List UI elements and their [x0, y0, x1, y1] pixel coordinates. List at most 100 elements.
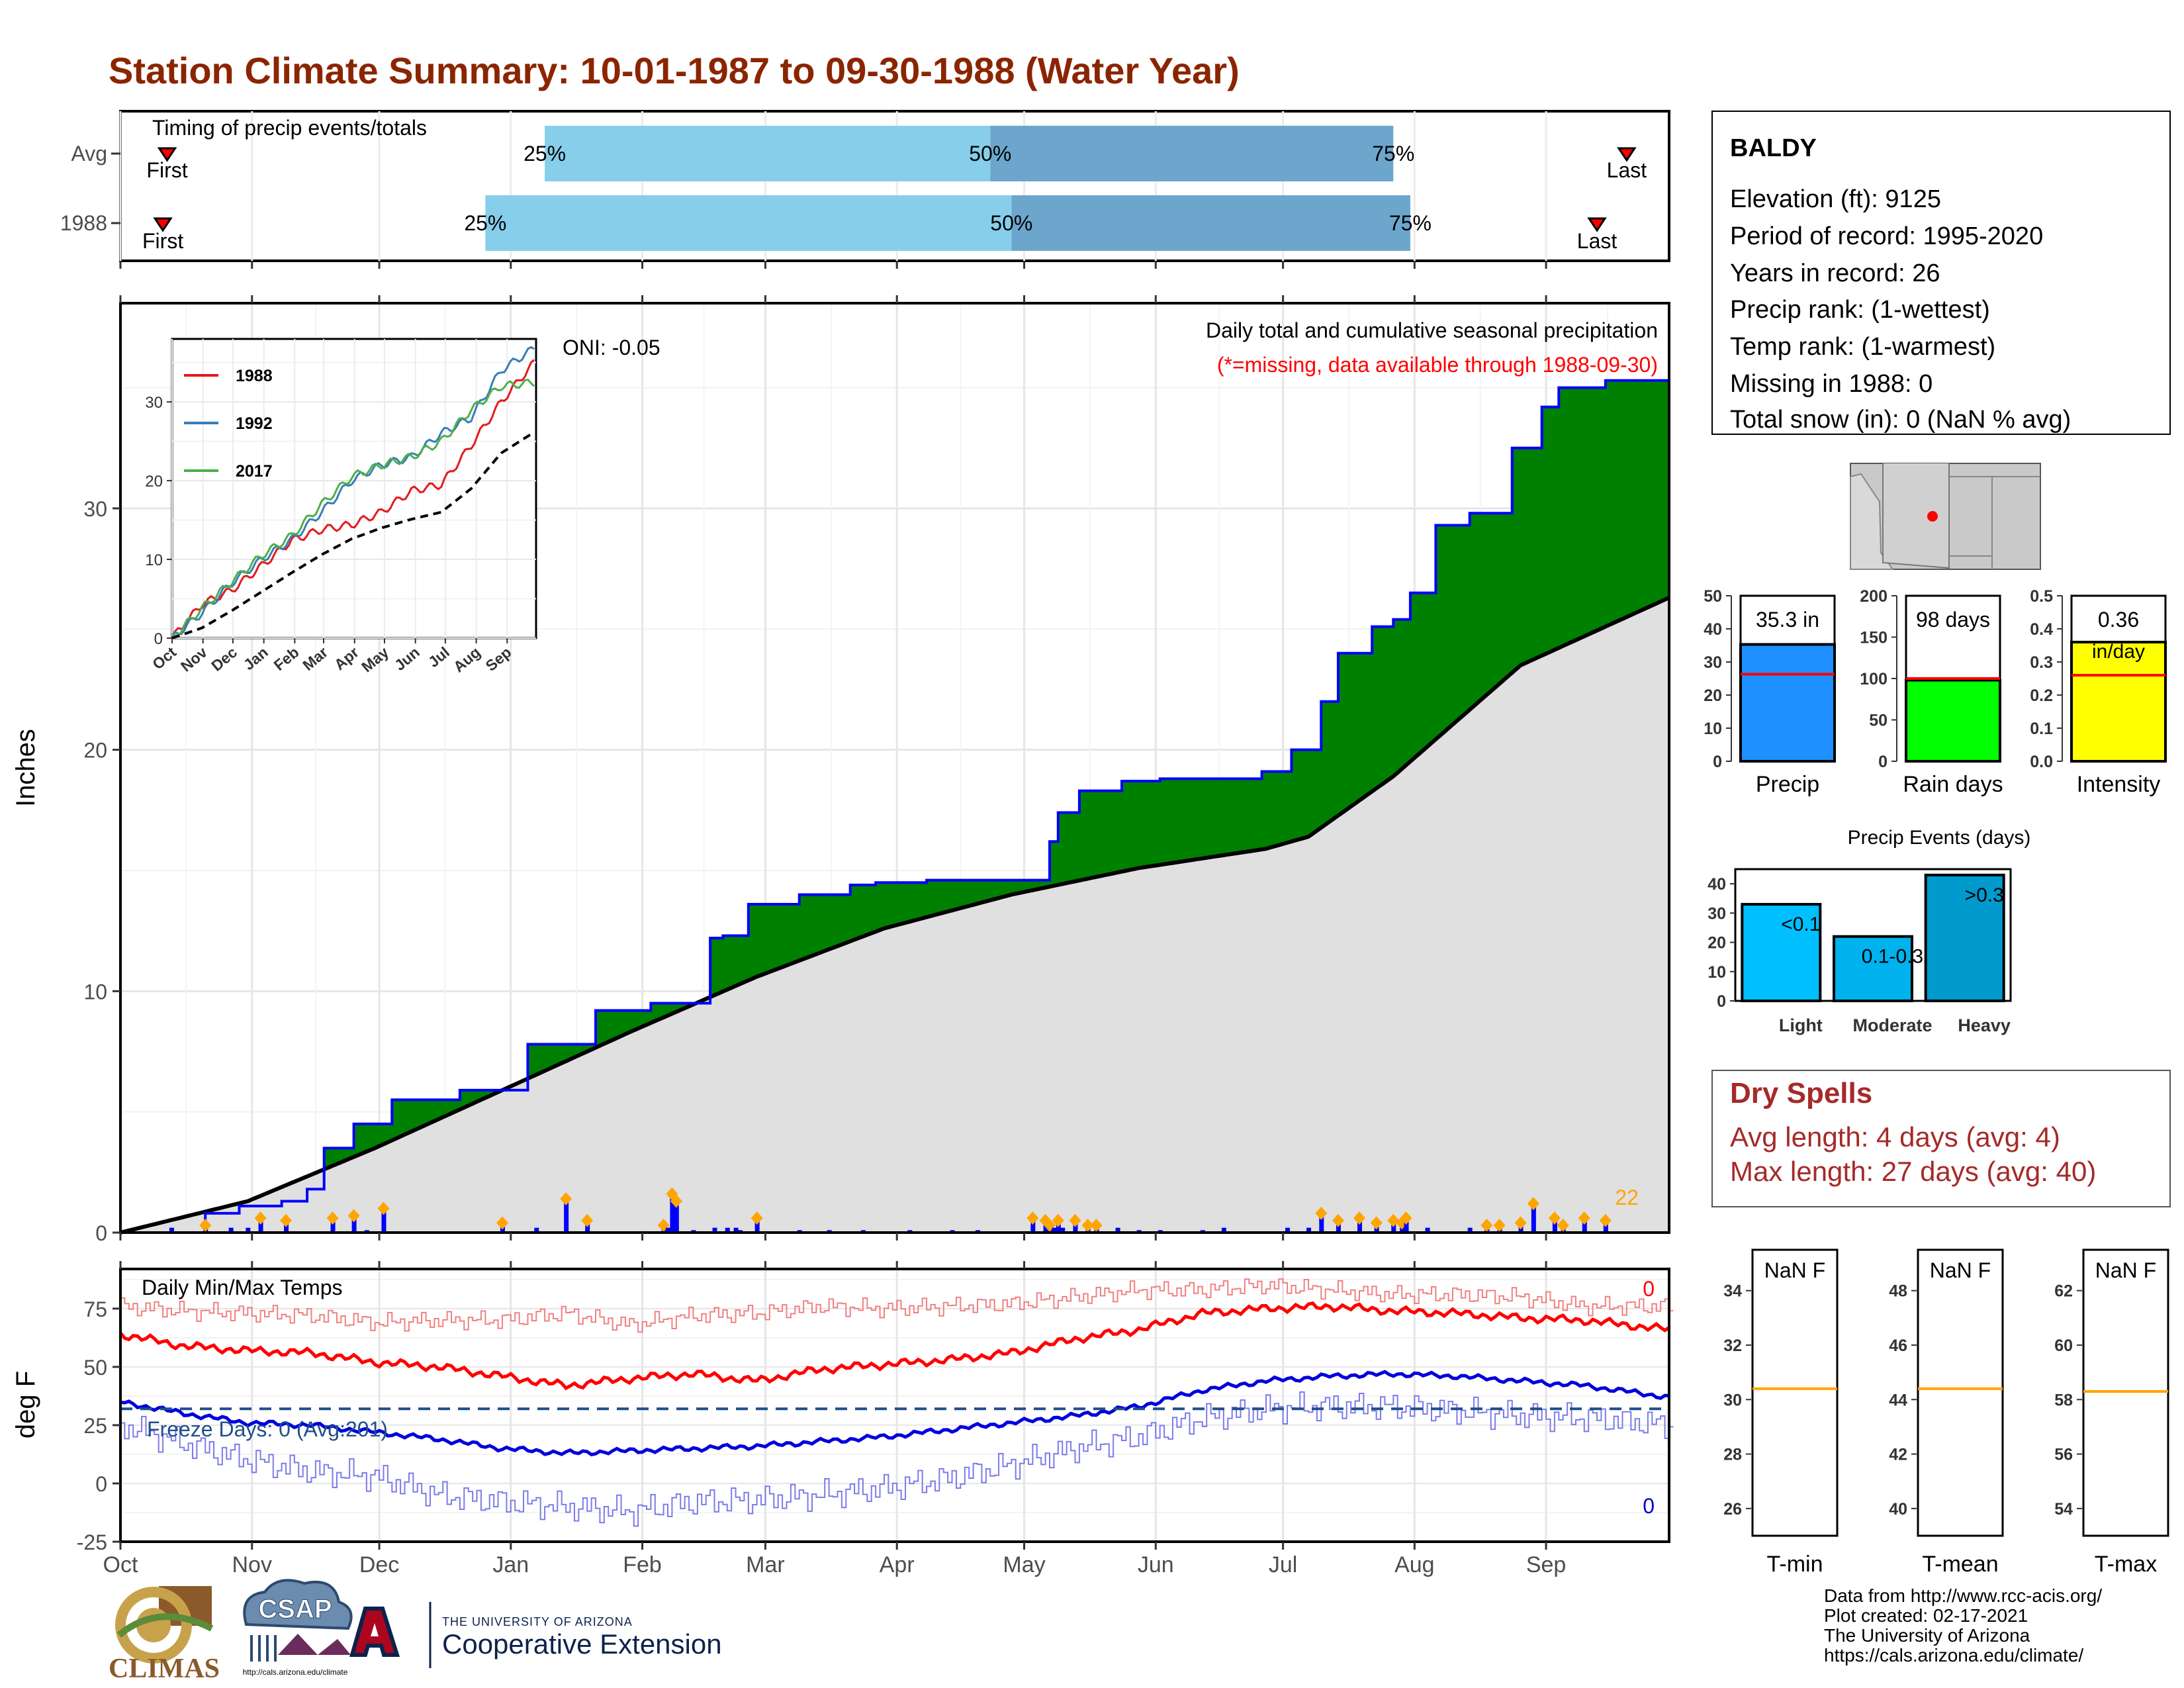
daily-precip-bar	[1030, 1218, 1036, 1233]
precip-event-bar-label: >0.3	[1965, 884, 2004, 906]
summary-tick-label: 30	[1704, 653, 1722, 672]
temperature-summary-boxes: NaN F 34 32 30 28 26 T-min NaN F 48 46 44 42 40 T-mea…	[1723, 1248, 2169, 1577]
temp-summary-category: T-min	[1767, 1552, 1823, 1577]
daily-precip-bar	[258, 1218, 263, 1233]
year-timing-bar-early	[485, 195, 1012, 251]
daily-precip-bar	[246, 1227, 251, 1233]
footer-line: https://cals.arizona.edu/climate/	[1824, 1645, 2083, 1665]
summary-tick-label: 40	[1704, 620, 1722, 639]
timing-row-label-avg: Avg	[71, 142, 107, 165]
average-cumulative-line	[120, 596, 1670, 1235]
heavy-event-marker	[280, 1213, 293, 1227]
temp-y-axis-label: deg F	[11, 1371, 40, 1438]
heavy-event-marker	[670, 1194, 682, 1208]
inset-y-tick-label: 10	[145, 551, 163, 569]
temp-summary-category: T-mean	[1922, 1552, 1998, 1577]
temp-summary-tick-label: 56	[2054, 1446, 2073, 1464]
temp-summary-value: NaN F	[1764, 1258, 1825, 1282]
daily-precip-bar	[1052, 1227, 1057, 1233]
heavy-event-marker	[560, 1192, 572, 1205]
temp-summary-tick-label: 44	[1889, 1391, 1907, 1409]
heavy-event-marker	[496, 1216, 508, 1230]
summary-bars: 0 10 20 30 40 50 35.3 in Precip 0 50 100 150 200 98 d…	[1704, 587, 2167, 797]
dry-spells-title: Dry Spells	[1730, 1077, 1872, 1109]
summary-category-label: Rain days	[1903, 772, 2003, 797]
summary-value-bar	[1739, 643, 1836, 763]
temp-panel-title: Daily Min/Max Temps	[142, 1276, 342, 1299]
month-tick-label: Jan	[492, 1552, 529, 1577]
daily-precip-bar	[1285, 1227, 1291, 1233]
summary-tick-label: 10	[1704, 720, 1722, 738]
temp-summary-tick-label: 30	[1723, 1391, 1742, 1409]
temp-y-tick-label: 50	[83, 1356, 107, 1380]
month-tick-label: Sep	[1526, 1552, 1567, 1577]
precip-y-axis-label: Inches	[11, 729, 40, 807]
station-info-line: Period of record: 1995-2020	[1730, 222, 2043, 250]
timing-row-label-year: 1988	[60, 211, 107, 235]
heavy-event-marker	[751, 1211, 763, 1225]
footer-line: The University of Arizona	[1824, 1625, 2030, 1646]
month-tick-label: Oct	[103, 1552, 138, 1577]
min-count-label: 0	[1643, 1494, 1655, 1518]
freeze-days-label: Freeze Days: 0 (Avg:201)	[147, 1417, 388, 1441]
heavy-event-marker	[1514, 1216, 1527, 1230]
temp-summary-box	[2082, 1248, 2169, 1537]
daily-precip-bar	[1319, 1213, 1324, 1233]
daily-precip-bar	[1306, 1227, 1312, 1233]
temp-summary-tick-label: 62	[2054, 1282, 2073, 1301]
station-location-marker	[1927, 511, 1938, 522]
climas-logo-text: CLIMAS	[109, 1654, 220, 1684]
heavy-event-marker	[377, 1201, 390, 1215]
summary-value-label: 98 days	[1916, 608, 1990, 632]
summary-value-unit: in/day	[2092, 641, 2145, 663]
timing-panel: Timing of precip events/totals Avg 1988 …	[60, 110, 1670, 262]
summary-tick-label: 20	[1704, 686, 1722, 705]
summary-tick-label: 0.1	[2030, 720, 2053, 738]
avg-75pct-label: 75%	[1372, 142, 1414, 165]
inset-legend-label: 2017	[236, 462, 273, 481]
station-info-line: Elevation (ft): 9125	[1730, 185, 1941, 213]
month-tick-label: Mar	[746, 1552, 785, 1577]
max-count-label: 0	[1643, 1277, 1655, 1301]
temp-summary-tick-label: 28	[1723, 1446, 1742, 1464]
ua-small-text: THE UNIVERSITY OF ARIZONA	[442, 1615, 633, 1628]
temp-y-tick-label: 75	[83, 1297, 107, 1321]
dry-spells-avg: Avg length: 4 days (avg: 4)	[1730, 1121, 2060, 1152]
precip-y-tick-label: 30	[83, 497, 107, 521]
year-timing-bar-late	[1011, 195, 1410, 251]
timing-marker-triangle	[1587, 217, 1607, 232]
summary-tick-label: 200	[1860, 587, 1888, 606]
summary-value-label: 35.3 in	[1756, 608, 1819, 632]
average-cumulative-area	[120, 597, 1669, 1233]
events-y-tick-label: 30	[1707, 904, 1726, 923]
footer: Data from http://www.rcc-acis.org/ Plot …	[1824, 1585, 2102, 1665]
precip-event-bar-label: 0.1-0.3	[1862, 946, 1923, 968]
precip-panel: 0 10 20 30 Inches Daily total and cumulativ…	[11, 261, 1670, 1245]
heavy-event-marker	[1400, 1211, 1412, 1225]
precip-event-bar	[1833, 935, 1913, 1002]
year-50pct-label: 50%	[990, 211, 1032, 235]
ua-large-text: Cooperative Extension	[442, 1628, 722, 1660]
inset-y-tick-label: 20	[145, 473, 163, 491]
precip-event-category: Heavy	[1958, 1015, 2011, 1035]
heavy-event-marker	[1557, 1219, 1569, 1233]
dry-spells-box: Dry Spells Avg length: 4 days (avg: 4) M…	[1711, 1070, 2171, 1207]
summary-tick-label: 50	[1869, 712, 1888, 730]
locator-map	[1850, 463, 2041, 570]
heavy-event-marker	[1353, 1211, 1365, 1225]
daily-precip-bar	[1060, 1227, 1066, 1233]
summary-tick-label: 0	[1878, 753, 1888, 771]
event-count-label: 22	[1615, 1186, 1639, 1209]
heavy-event-marker	[1081, 1219, 1094, 1233]
summary-tick-label: 0.5	[2030, 587, 2053, 606]
daily-precip-bar	[1357, 1218, 1362, 1233]
station-info-box: BALDY Elevation (ft): 9125 Period of rec…	[1711, 111, 2171, 435]
daily-precip-bar	[564, 1198, 569, 1233]
heavy-event-marker	[1578, 1211, 1590, 1225]
inset-legend-label: 1992	[236, 414, 273, 433]
year-first-label: First	[142, 229, 183, 253]
figure-title: Station Climate Summary: 10-01-1987 to 0…	[109, 50, 1240, 91]
missing-data-note: (*=missing, data available through 1988-…	[1217, 353, 1658, 377]
heavy-event-marker	[1493, 1219, 1506, 1233]
